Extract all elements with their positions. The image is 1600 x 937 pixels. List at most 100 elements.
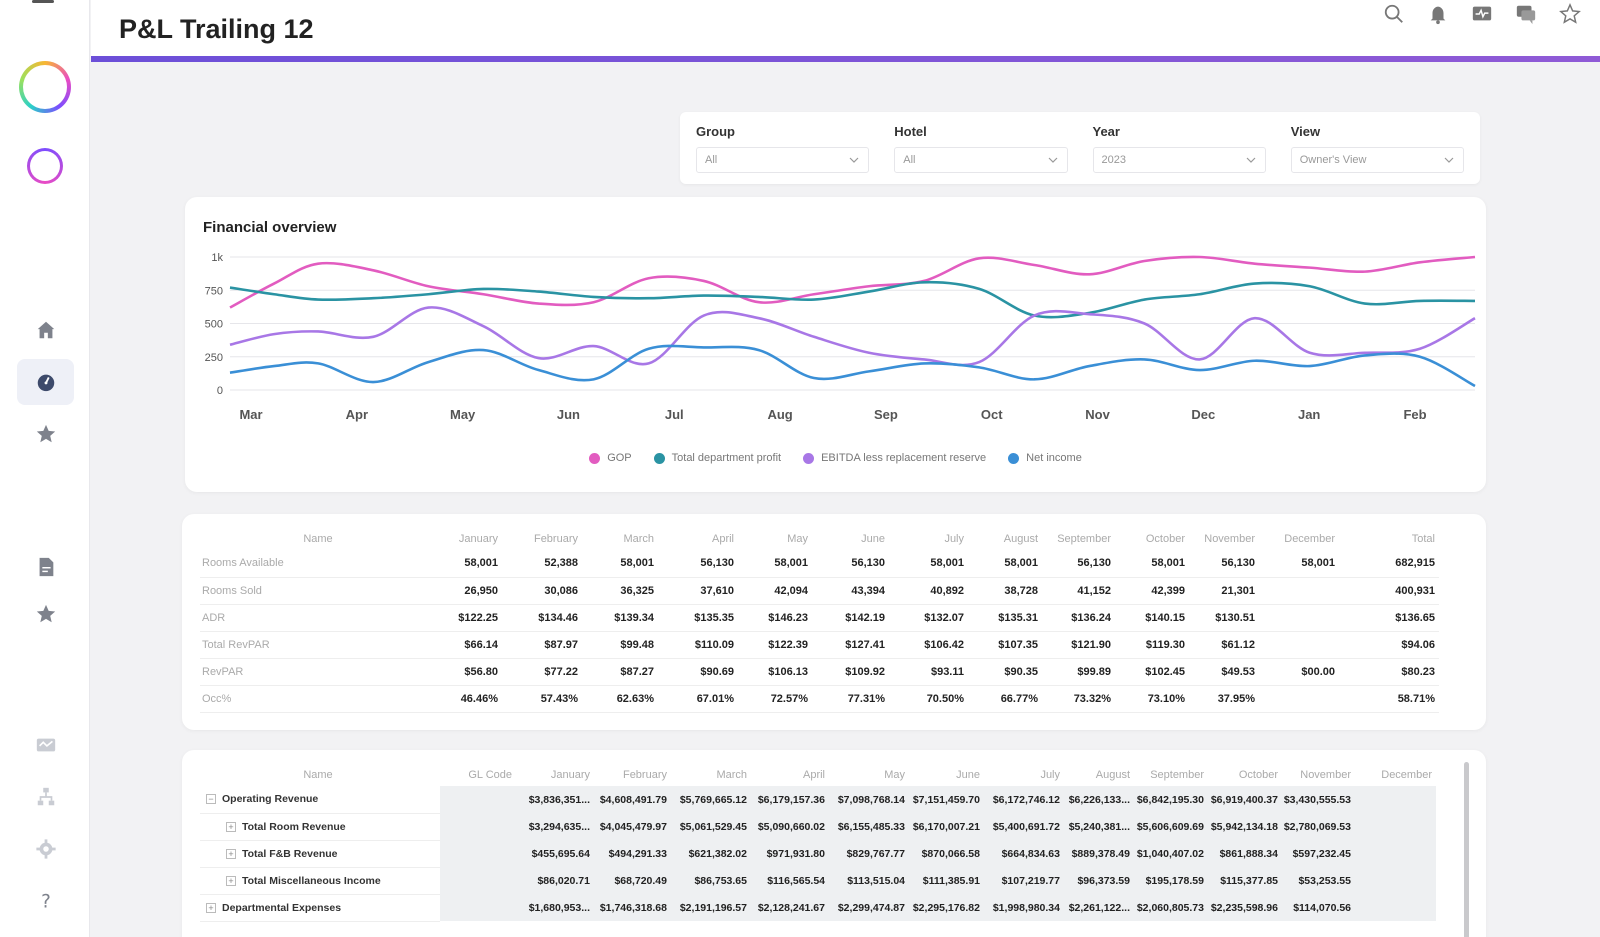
table-cell: 42,399 [1115, 577, 1189, 605]
column-header[interactable]: November [1204, 533, 1255, 545]
column-header[interactable]: April [802, 769, 825, 781]
table-row: Total RevPAR $66.14 $87.97 $99.48 $110.09 $12… [200, 631, 1439, 659]
collapse-icon[interactable]: − [206, 794, 216, 805]
column-header[interactable]: September [1057, 533, 1111, 545]
column-header[interactable]: Name [303, 769, 333, 781]
notifications-button[interactable] [1426, 2, 1450, 26]
sidebar-item-organization[interactable] [17, 774, 74, 820]
column-header[interactable]: May [884, 769, 905, 781]
series-line-gop[interactable] [229, 255, 1476, 309]
secondary-logo-ring-icon[interactable] [27, 148, 63, 184]
sidebar-item-finance[interactable] [17, 722, 74, 768]
column-header[interactable]: GL Code [468, 769, 512, 781]
column-header[interactable]: November [1300, 769, 1351, 781]
column-header[interactable]: March [716, 769, 747, 781]
hotel-select[interactable]: All [894, 147, 1068, 173]
table-cell: $870,066.58 [909, 840, 984, 867]
year-select[interactable]: 2023 [1092, 147, 1266, 173]
sidebar-item-dashboard[interactable] [17, 359, 74, 405]
column-header[interactable]: Total [1411, 533, 1435, 545]
expand-icon[interactable]: + [226, 821, 236, 832]
table-cell: 56,130 [658, 550, 738, 578]
expand-icon[interactable]: + [226, 875, 236, 886]
table-cell: $136.24 [1042, 604, 1115, 632]
x-tick-label: Oct [981, 407, 1003, 422]
table-cell: $4,608,491.79 [594, 786, 671, 813]
table-cell: 62.63% [582, 685, 658, 713]
table-row[interactable]: + Total F&B Revenue $455,695.64 $494,291.33… [200, 840, 1436, 868]
table-cell: 30,086 [502, 577, 582, 605]
table-cell [1355, 894, 1436, 921]
sidebar-item-starred[interactable] [17, 591, 74, 637]
brand-logo-ring-icon[interactable] [19, 61, 71, 113]
sidebar-item-favorites[interactable] [17, 411, 74, 457]
column-header[interactable]: June [861, 533, 885, 545]
column-header[interactable]: May [787, 533, 808, 545]
table-cell: $597,232.45 [1282, 840, 1355, 867]
column-header[interactable]: July [944, 533, 964, 545]
column-header[interactable]: March [623, 533, 654, 545]
expand-icon[interactable]: + [206, 902, 216, 913]
sidebar-item-home[interactable] [17, 307, 74, 353]
search-button[interactable] [1382, 2, 1406, 26]
table-cell: 37.95% [1189, 685, 1259, 713]
column-header[interactable]: October [1238, 769, 1278, 781]
column-header[interactable]: April [711, 533, 734, 545]
pl-grid-header: Name GL Code January February March April May J… [200, 764, 1436, 786]
table-cell: 42,094 [738, 577, 812, 605]
column-header[interactable]: October [1145, 533, 1185, 545]
legend-item[interactable]: Total department profit [653, 452, 781, 464]
column-header[interactable]: January [550, 769, 590, 781]
table-cell: $134.46 [502, 604, 582, 632]
group-filter: Group All [696, 124, 870, 184]
table-cell: $6,155,485.33 [829, 813, 909, 840]
column-header[interactable]: Name [303, 533, 333, 545]
legend-item[interactable]: Net income [1008, 452, 1082, 464]
sidebar-item-reports[interactable] [17, 544, 74, 590]
column-header[interactable]: September [1150, 769, 1204, 781]
table-cell: $455,695.64 [516, 840, 594, 867]
vertical-scrollbar[interactable] [1464, 762, 1469, 937]
legend-item[interactable]: GOP [589, 452, 632, 464]
legend-item[interactable]: EBITDA less replacement reserve [803, 452, 986, 464]
table-row[interactable]: + Total Room Revenue $3,294,635... $4,045,4… [200, 813, 1436, 841]
column-header[interactable]: December [1284, 533, 1335, 545]
series-line-net-income[interactable] [229, 344, 1476, 388]
table-cell: $87.27 [582, 658, 658, 686]
table-cell: $2,191,196.57 [671, 894, 751, 921]
table-row[interactable]: − Operating Revenue $3,836,351... $4,608,49… [200, 786, 1436, 814]
sidebar-item-settings[interactable] [17, 826, 74, 872]
series-line-total-department-profit[interactable] [229, 280, 1476, 319]
table-cell: $90.35 [968, 658, 1042, 686]
table-row[interactable]: + Departmental Expenses $1,680,953... $1,74… [200, 894, 1436, 922]
sidebar-item-help[interactable]: ? [17, 878, 74, 924]
column-header[interactable]: December [1381, 769, 1432, 781]
column-header[interactable]: August [1095, 769, 1130, 781]
column-header[interactable]: January [458, 533, 498, 545]
group-select[interactable]: All [696, 147, 870, 173]
menu-icon[interactable] [32, 0, 54, 3]
view-select[interactable]: Owner's View [1290, 147, 1464, 173]
expand-icon[interactable]: + [226, 848, 236, 859]
column-header[interactable]: February [533, 533, 578, 545]
table-cell: $66.14 [440, 631, 502, 659]
table-cell: $106.13 [738, 658, 812, 686]
table-cell [1355, 867, 1436, 894]
table-cell: 77.31% [812, 685, 889, 713]
row-label: Rooms Sold [200, 577, 440, 605]
column-header[interactable]: August [1003, 533, 1038, 545]
table-cell: $109.92 [812, 658, 889, 686]
table-row[interactable]: + Total Miscellaneous Income $86,020.71 $68… [200, 867, 1436, 895]
table-cell: $90.69 [658, 658, 738, 686]
column-header[interactable]: February [622, 769, 667, 781]
group-select-value: All [705, 154, 718, 166]
messages-button[interactable] [1514, 2, 1538, 26]
favorite-button[interactable] [1558, 2, 1582, 26]
chevron-down-icon [1246, 157, 1256, 163]
column-header[interactable]: June [956, 769, 980, 781]
activity-button[interactable] [1470, 2, 1494, 26]
home-icon [37, 321, 54, 339]
series-line-ebitda-less-replacement-reserve[interactable] [229, 306, 1476, 367]
column-header[interactable]: July [1040, 769, 1060, 781]
table-cell: 73.32% [1042, 685, 1115, 713]
